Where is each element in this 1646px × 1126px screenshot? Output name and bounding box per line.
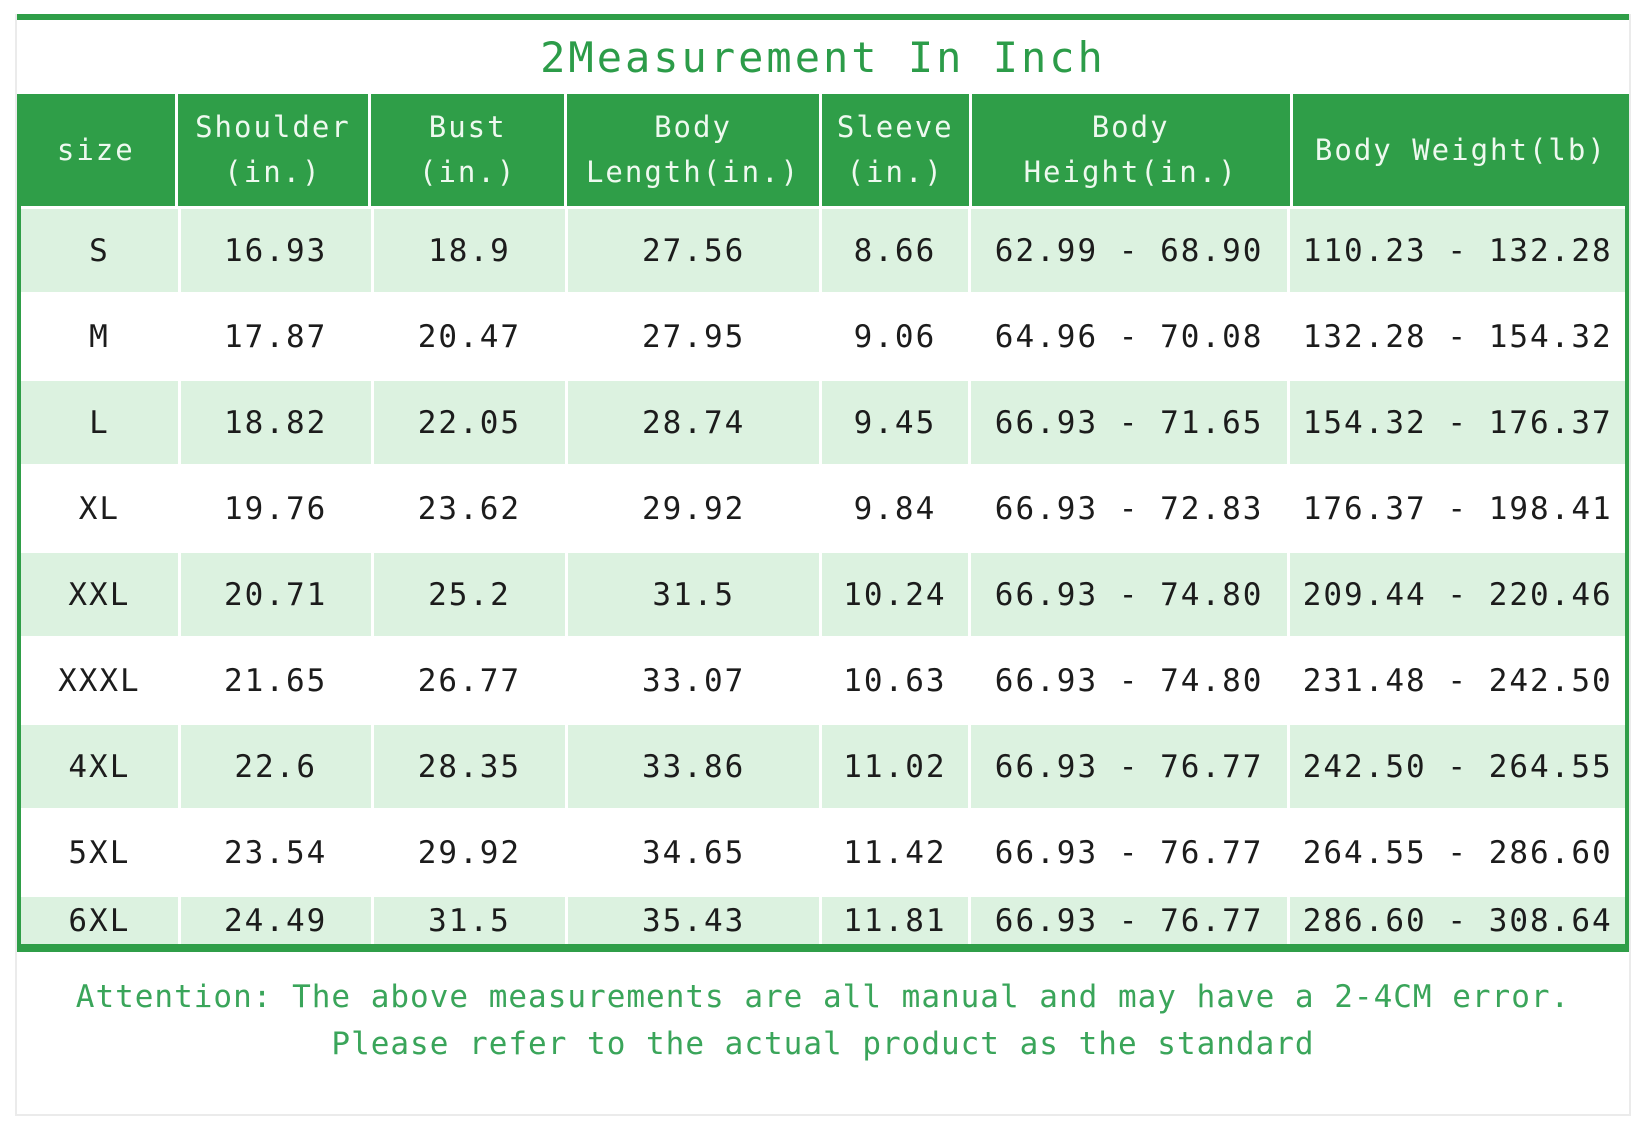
value-cell: 66.93 - 71.65 xyxy=(970,381,1288,464)
value-cell: 11.42 xyxy=(822,811,968,894)
table-row: 6XL 24.49 31.5 35.43 11.81 66.93 - 76.77 286.6… xyxy=(21,897,1625,944)
value-cell: 62.99 - 68.90 xyxy=(970,209,1288,292)
value-cell: 9.84 xyxy=(822,467,968,550)
value-cell: 231.48 - 242.50 xyxy=(1290,639,1625,722)
value-cell: 23.62 xyxy=(373,467,566,550)
bottom-border-bar xyxy=(17,944,1629,952)
value-cell: 17.87 xyxy=(180,295,371,378)
size-chart: 2Measurement In Inch size Shoulder (in.)… xyxy=(15,14,1631,1116)
value-cell: 66.93 - 76.77 xyxy=(970,897,1288,944)
value-cell: 66.93 - 76.77 xyxy=(970,725,1288,808)
value-cell: 286.60 - 308.64 xyxy=(1290,897,1625,944)
value-cell: 20.71 xyxy=(180,553,371,636)
value-cell: 34.65 xyxy=(568,811,819,894)
size-cell: XXXL xyxy=(21,639,178,722)
value-cell: 28.74 xyxy=(568,381,819,464)
value-cell: 209.44 - 220.46 xyxy=(1290,553,1625,636)
size-cell: M xyxy=(21,295,178,378)
column-header-body-weight: Body Weight(lb) xyxy=(1292,94,1629,206)
value-cell: 9.45 xyxy=(822,381,968,464)
value-cell: 31.5 xyxy=(373,897,566,944)
value-cell: 27.95 xyxy=(568,295,819,378)
value-cell: 110.23 - 132.28 xyxy=(1290,209,1625,292)
value-cell: 154.32 - 176.37 xyxy=(1290,381,1625,464)
value-cell: 11.81 xyxy=(822,897,968,944)
value-cell: 242.50 - 264.55 xyxy=(1290,725,1625,808)
value-cell: 264.55 - 286.60 xyxy=(1290,811,1625,894)
table-row: S 16.93 18.9 27.56 8.66 62.99 - 68.90 110.23 -… xyxy=(21,209,1625,292)
value-cell: 9.06 xyxy=(822,295,968,378)
note-line-1: Attention: The above measurements are al… xyxy=(75,979,1571,1015)
value-cell: 11.02 xyxy=(822,725,968,808)
value-cell: 33.07 xyxy=(568,639,819,722)
value-cell: 19.76 xyxy=(180,467,371,550)
column-header-sleeve: Sleeve (in.) xyxy=(821,94,969,206)
size-cell: 5XL xyxy=(21,811,178,894)
value-cell: 26.77 xyxy=(373,639,566,722)
attention-note: Attention: The above measurements are al… xyxy=(17,952,1629,1068)
value-cell: 66.93 - 76.77 xyxy=(970,811,1288,894)
value-cell: 132.28 - 154.32 xyxy=(1290,295,1625,378)
value-cell: 29.92 xyxy=(568,467,819,550)
value-cell: 29.92 xyxy=(373,811,566,894)
value-cell: 18.9 xyxy=(373,209,566,292)
value-cell: 10.24 xyxy=(822,553,968,636)
table-row: 4XL 22.6 28.35 33.86 11.02 66.93 - 76.77 242.5… xyxy=(21,725,1625,808)
table-row: XXL 20.71 25.2 31.5 10.24 66.93 - 74.80 209.44… xyxy=(21,553,1625,636)
value-cell: 25.2 xyxy=(373,553,566,636)
value-cell: 33.86 xyxy=(568,725,819,808)
size-cell: XXL xyxy=(21,553,178,636)
value-cell: 31.5 xyxy=(568,553,819,636)
value-cell: 28.35 xyxy=(373,725,566,808)
column-header-size: size xyxy=(17,94,175,206)
column-header-bust: Bust (in.) xyxy=(371,94,565,206)
value-cell: 18.82 xyxy=(180,381,371,464)
table-row: M 17.87 20.47 27.95 9.06 64.96 - 70.08 132.28 … xyxy=(21,295,1625,378)
value-cell: 20.47 xyxy=(373,295,566,378)
table-row: L 18.82 22.05 28.74 9.45 66.93 - 71.65 154.32 … xyxy=(21,381,1625,464)
value-cell: 27.56 xyxy=(568,209,819,292)
value-cell: 64.96 - 70.08 xyxy=(970,295,1288,378)
table-header-row: size Shoulder (in.) Bust (in.) Body Leng… xyxy=(17,94,1629,206)
size-cell: 4XL xyxy=(21,725,178,808)
column-header-body-length: Body Length(in.) xyxy=(567,94,819,206)
value-cell: 66.93 - 72.83 xyxy=(970,467,1288,550)
page-title: 2Measurement In Inch xyxy=(540,32,1106,82)
value-cell: 35.43 xyxy=(568,897,819,944)
value-cell: 66.93 - 74.80 xyxy=(970,553,1288,636)
table-row: XXXL 21.65 26.77 33.07 10.63 66.93 - 74.80 231… xyxy=(21,639,1625,722)
value-cell: 23.54 xyxy=(180,811,371,894)
value-cell: 8.66 xyxy=(822,209,968,292)
value-cell: 176.37 - 198.41 xyxy=(1290,467,1625,550)
table-row: 5XL 23.54 29.92 34.65 11.42 66.93 - 76.77 264.… xyxy=(21,811,1625,894)
note-line-2: Please refer to the actual product as th… xyxy=(331,1026,1315,1062)
column-header-shoulder: Shoulder (in.) xyxy=(177,94,369,206)
title-area: 2Measurement In Inch xyxy=(17,20,1629,94)
value-cell: 10.63 xyxy=(822,639,968,722)
value-cell: 66.93 - 74.80 xyxy=(970,639,1288,722)
column-header-body-height: Body Height(in.) xyxy=(971,94,1290,206)
value-cell: 24.49 xyxy=(180,897,371,944)
value-cell: 22.05 xyxy=(373,381,566,464)
top-border-bar xyxy=(17,14,1629,20)
size-cell: XL xyxy=(21,467,178,550)
table-body: S 16.93 18.9 27.56 8.66 62.99 - 68.90 110.23 -… xyxy=(17,206,1629,944)
size-cell: L xyxy=(21,381,178,464)
size-cell: 6XL xyxy=(21,897,178,944)
value-cell: 21.65 xyxy=(180,639,371,722)
value-cell: 16.93 xyxy=(180,209,371,292)
size-cell: S xyxy=(21,209,178,292)
table-row: XL 19.76 23.62 29.92 9.84 66.93 - 72.83 176.37… xyxy=(21,467,1625,550)
value-cell: 22.6 xyxy=(180,725,371,808)
